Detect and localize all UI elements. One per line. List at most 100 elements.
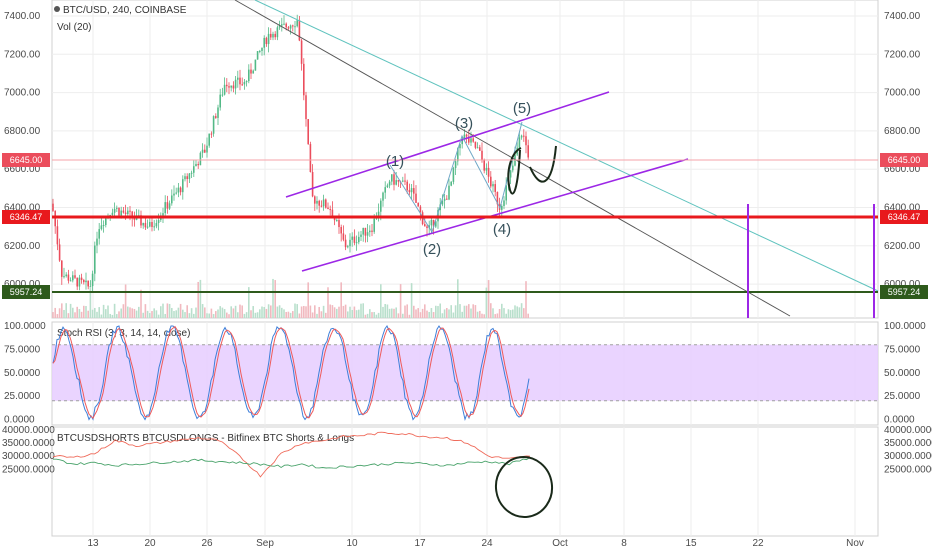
candle-body xyxy=(270,33,272,38)
candle-body xyxy=(485,167,488,171)
candle-body xyxy=(523,135,525,137)
candle-body xyxy=(74,275,76,278)
candle-body xyxy=(479,147,481,151)
red-level-tag-left-bg xyxy=(2,210,50,224)
candle-body xyxy=(417,202,419,207)
volume-bar xyxy=(252,306,254,318)
volume-bar xyxy=(78,309,81,318)
volume-bar xyxy=(305,306,307,318)
volume-bar xyxy=(518,307,521,318)
volume-bar xyxy=(342,305,345,318)
volume-bar xyxy=(144,304,147,318)
candle-body xyxy=(362,227,364,235)
volume-bar xyxy=(371,312,373,318)
candle-body xyxy=(419,206,422,213)
volume-bar xyxy=(441,313,444,318)
volume-bar xyxy=(373,312,375,318)
volume-bar xyxy=(527,313,529,318)
candle-body xyxy=(340,227,342,234)
candle-body xyxy=(311,172,314,197)
candle-body xyxy=(292,25,294,27)
candle-body xyxy=(461,139,463,145)
candle-body xyxy=(415,193,417,203)
candle-body xyxy=(146,226,149,228)
volume-bar xyxy=(74,312,76,318)
candle-body xyxy=(118,207,120,216)
legend-dot-icon xyxy=(54,6,60,12)
candle-body xyxy=(441,200,444,205)
candle-body xyxy=(193,166,195,173)
volume-bar xyxy=(102,304,105,318)
stoch-tick-right: 0.0000 xyxy=(884,415,915,426)
price-tick-right: 7400.00 xyxy=(884,11,921,22)
hand-drawn-curve xyxy=(529,145,557,183)
x-tick-label: 22 xyxy=(752,538,764,549)
candle-body xyxy=(166,202,169,209)
volume-bar xyxy=(503,308,505,318)
red-level-tag-right-bg xyxy=(880,210,928,224)
wave-label-4: (4) xyxy=(493,221,511,238)
volume-bar xyxy=(96,311,98,318)
volume-bar xyxy=(509,310,512,318)
candle-body xyxy=(102,225,105,227)
candle-body xyxy=(373,218,375,232)
candle-body xyxy=(111,212,114,215)
green-level-tag-left-bg xyxy=(2,285,50,299)
shorts-tick-right: 30000.0000 xyxy=(884,451,932,462)
candle-body xyxy=(89,286,92,288)
volume-bar xyxy=(316,313,318,318)
candle-body xyxy=(177,187,180,193)
candle-body xyxy=(124,212,127,215)
candle-body xyxy=(263,37,265,48)
candle-body xyxy=(320,205,323,207)
candle-body xyxy=(69,280,72,282)
price-tick-left: 6200.00 xyxy=(4,241,41,252)
volume-bar xyxy=(245,312,248,318)
volume-bar xyxy=(507,309,510,318)
candle-body xyxy=(472,138,474,142)
volume-bar xyxy=(485,287,488,318)
volume-label: Vol (20) xyxy=(57,22,91,33)
volume-bar xyxy=(146,310,149,318)
volume-bar xyxy=(410,283,413,318)
candle-body xyxy=(450,181,452,186)
wave-label-1: (1) xyxy=(386,153,404,170)
symbol-title: BTC/USD, 240, COINBASE xyxy=(63,5,187,16)
volume-bar xyxy=(265,308,268,318)
candle-body xyxy=(256,51,259,60)
volume-bar xyxy=(283,309,285,318)
volume-bar xyxy=(496,313,499,318)
volume-bar xyxy=(228,314,230,318)
candle-body xyxy=(105,216,107,226)
current-price-tag-right: 6645.00 xyxy=(888,155,921,165)
wave-label-5: (5) xyxy=(513,100,531,117)
candle-body xyxy=(254,59,257,71)
volume-bar xyxy=(133,308,136,318)
candle-body xyxy=(278,25,281,28)
candle-body xyxy=(503,200,505,206)
candle-body xyxy=(208,133,210,146)
volume-bar xyxy=(415,309,417,318)
volume-bar xyxy=(479,310,481,318)
volume-bar xyxy=(91,309,94,318)
candle-body xyxy=(184,176,186,180)
volume-bar xyxy=(254,312,257,318)
volume-bar xyxy=(127,306,129,318)
x-tick-label: 10 xyxy=(346,538,358,549)
volume-bar xyxy=(204,307,206,318)
candle-body xyxy=(252,70,254,74)
channel-lower-line xyxy=(301,158,689,272)
volume-bar xyxy=(120,308,122,318)
volume-bar xyxy=(105,309,107,318)
volume-bar xyxy=(118,311,120,318)
volume-bar xyxy=(501,303,503,318)
red-level-tag-right: 6346.47 xyxy=(888,212,921,222)
shorts-longs-panel xyxy=(51,426,879,537)
candle-body xyxy=(195,163,197,167)
volume-bar xyxy=(331,305,334,318)
candle-body xyxy=(267,33,270,45)
candle-body xyxy=(173,193,175,196)
candle-body xyxy=(109,214,111,216)
current-price-tag-left: 6645.00 xyxy=(10,155,43,165)
